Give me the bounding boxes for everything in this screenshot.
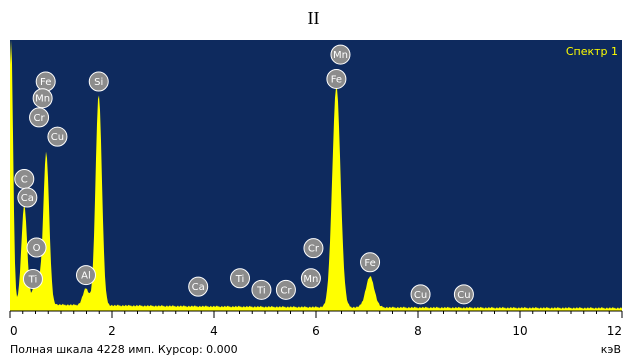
element-marker-circle [360, 252, 381, 273]
element-marker-circle [230, 268, 251, 289]
x-tick-label: 12 [607, 324, 622, 338]
element-marker-label: O [33, 243, 41, 254]
element-marker-mn: Mn [32, 88, 53, 109]
element-marker-fe: Fe [35, 71, 56, 92]
element-marker-label: Mn [303, 274, 318, 285]
element-marker-circle [251, 279, 272, 300]
element-marker-circle [17, 187, 38, 208]
element-marker-label: Cu [457, 290, 470, 301]
element-marker-cr: Cr [303, 238, 324, 259]
element-marker-circle [75, 265, 96, 286]
chart-title: II [307, 8, 320, 28]
element-marker-circle [47, 126, 68, 147]
element-marker-label: Cr [280, 285, 292, 296]
element-marker-cr: Cr [275, 279, 296, 300]
element-marker-circle [453, 284, 474, 305]
element-marker-label: Fe [40, 77, 51, 88]
element-marker-label: C [21, 174, 28, 185]
element-marker-label: Fe [331, 74, 342, 85]
plot-background [10, 40, 622, 311]
element-marker-cu: Cu [453, 284, 474, 305]
element-marker-ca: Ca [188, 276, 209, 297]
element-marker-label: Ti [256, 285, 266, 296]
element-markers: Fe Mn Cr Cu C Ca O Ti Si Al Ca Ti Ti Cr Mn Cr Mn Fe Fe Cu Cu [14, 44, 474, 305]
element-marker-label: Cu [414, 290, 427, 301]
element-marker-label: Mn [333, 50, 348, 61]
element-marker-circle [275, 279, 296, 300]
element-marker-circle [188, 276, 209, 297]
x-tick-label: 0 [10, 324, 18, 338]
element-marker-c: C [14, 168, 35, 189]
element-marker-label: Si [94, 77, 103, 88]
element-marker-fe: Fe [326, 68, 347, 89]
footer-full-scale: Полная шкала 4228 имп. Курсор: 0.000 [10, 343, 238, 356]
element-marker-label: Fe [364, 258, 375, 269]
element-marker-circle [300, 268, 321, 289]
element-marker-label: Cr [34, 113, 46, 124]
element-marker-label: Ti [28, 274, 38, 285]
element-marker-circle [88, 71, 109, 92]
element-marker-cu: Cu [410, 284, 431, 305]
element-marker-label: Cr [308, 244, 320, 255]
element-marker-circle [330, 44, 351, 65]
x-tick-label: 2 [108, 324, 116, 338]
element-marker-ti: Ti [230, 268, 251, 289]
element-marker-label: Mn [35, 94, 50, 105]
element-marker-ti: Ti [22, 268, 43, 289]
x-tick-label: 4 [210, 324, 218, 338]
element-marker-circle [22, 268, 43, 289]
element-marker-circle [303, 238, 324, 259]
element-marker-mn: Mn [330, 44, 351, 65]
element-marker-label: Ca [21, 193, 34, 204]
element-marker-cr: Cr [29, 107, 50, 128]
element-marker-o: O [26, 237, 47, 258]
element-marker-fe: Fe [360, 252, 381, 273]
x-tick-label: 6 [312, 324, 320, 338]
element-marker-circle [29, 107, 50, 128]
x-tick-label: 8 [414, 324, 422, 338]
element-marker-circle [326, 68, 347, 89]
element-marker-label: Al [81, 271, 91, 282]
element-marker-circle [26, 237, 47, 258]
element-marker-si: Si [88, 71, 109, 92]
element-marker-circle [410, 284, 431, 305]
element-marker-cu: Cu [47, 126, 68, 147]
element-marker-label: Ca [192, 282, 205, 293]
x-axis: 0 2 4 6 8 10 12 [9, 310, 623, 338]
element-marker-label: Ti [235, 274, 245, 285]
element-marker-al: Al [75, 265, 96, 286]
element-marker-circle [32, 88, 53, 109]
x-tick-label: 10 [512, 324, 527, 338]
x-axis-unit: кэВ [600, 343, 621, 356]
element-marker-label: Cu [51, 132, 64, 143]
element-marker-mn: Mn [300, 268, 321, 289]
element-marker-ca: Ca [17, 187, 38, 208]
legend-spectrum-label: Спектр 1 [566, 45, 618, 58]
element-marker-ti: Ti [251, 279, 272, 300]
